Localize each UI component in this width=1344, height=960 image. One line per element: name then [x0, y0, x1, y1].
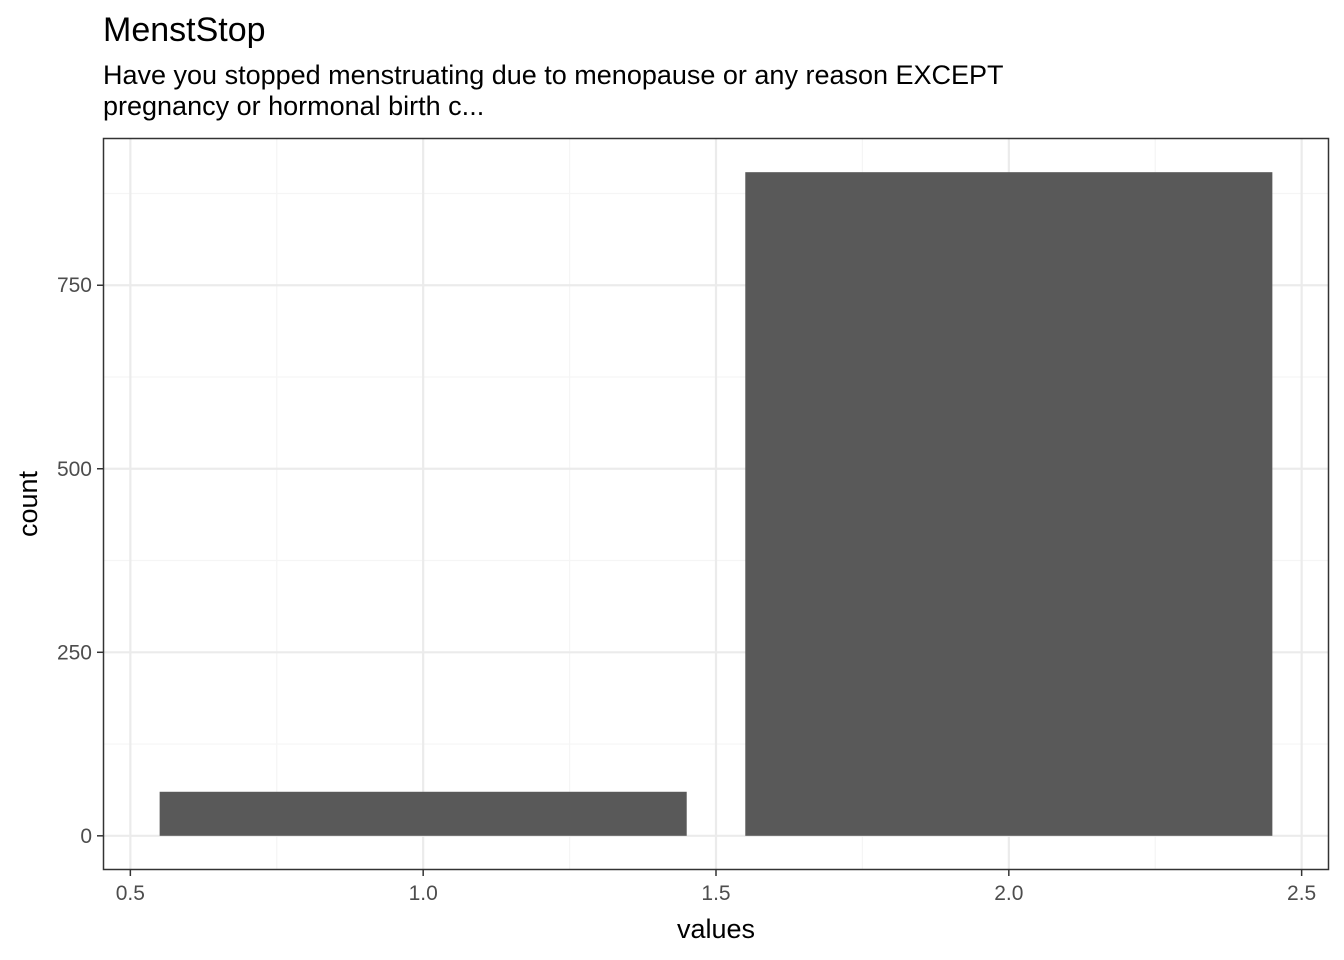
x-tick-label: 1.5: [701, 882, 730, 905]
y-tick-label: 250: [57, 641, 92, 664]
x-axis-title: values: [677, 914, 755, 944]
chart-subtitle-line-2: pregnancy or hormonal birth c...: [103, 91, 484, 121]
x-tick-label: 1.0: [409, 882, 438, 905]
x-axis-ticks: 0.5 1.0 1.5 2.0 2.5: [116, 869, 1316, 905]
chart-title: MenstStop: [103, 11, 266, 49]
y-tick-label: 0: [80, 825, 92, 848]
chart-subtitle-line-1: Have you stopped menstruating due to men…: [103, 60, 1004, 90]
x-tick-label: 0.5: [116, 882, 145, 905]
x-tick-label: 2.5: [1287, 882, 1316, 905]
y-axis-title: count: [13, 470, 43, 537]
bar-1: [159, 791, 687, 836]
y-axis-ticks: 0 250 500 750: [57, 274, 104, 848]
bar-2: [745, 172, 1273, 836]
y-tick-label: 750: [57, 274, 92, 297]
bars: [159, 172, 1273, 836]
x-tick-label: 2.0: [994, 882, 1023, 905]
y-tick-label: 500: [57, 458, 92, 481]
